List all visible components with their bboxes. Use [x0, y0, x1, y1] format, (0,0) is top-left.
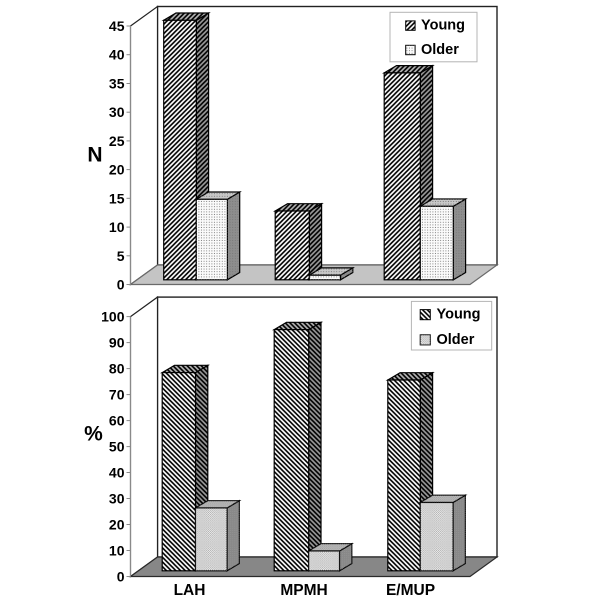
svg-text:10: 10 — [109, 543, 125, 559]
svg-text:%: % — [84, 423, 103, 446]
svg-text:0: 0 — [117, 277, 125, 293]
svg-text:80: 80 — [109, 361, 125, 377]
svg-text:70: 70 — [109, 387, 125, 403]
svg-text:Young: Young — [437, 307, 481, 323]
svg-text:90: 90 — [109, 335, 125, 351]
svg-text:50: 50 — [109, 439, 125, 455]
svg-text:30: 30 — [109, 491, 125, 507]
svg-text:25: 25 — [109, 133, 125, 149]
svg-text:45: 45 — [109, 18, 125, 34]
svg-text:LAH: LAH — [174, 582, 206, 599]
svg-text:35: 35 — [109, 76, 125, 92]
svg-text:0: 0 — [117, 569, 125, 585]
svg-text:MPMH: MPMH — [280, 582, 327, 599]
svg-text:N: N — [87, 144, 102, 167]
svg-text:15: 15 — [109, 190, 125, 206]
svg-text:Young: Young — [421, 18, 465, 34]
svg-text:E/MUP: E/MUP — [386, 582, 435, 599]
svg-text:Older: Older — [437, 332, 475, 348]
svg-text:40: 40 — [109, 47, 125, 63]
svg-text:20: 20 — [109, 517, 125, 533]
svg-text:5: 5 — [117, 248, 125, 264]
svg-text:40: 40 — [109, 465, 125, 481]
svg-text:20: 20 — [109, 162, 125, 178]
svg-text:30: 30 — [109, 104, 125, 120]
svg-text:60: 60 — [109, 413, 125, 429]
svg-text:10: 10 — [109, 219, 125, 235]
svg-text:Older: Older — [421, 42, 459, 58]
svg-text:100: 100 — [101, 309, 125, 325]
